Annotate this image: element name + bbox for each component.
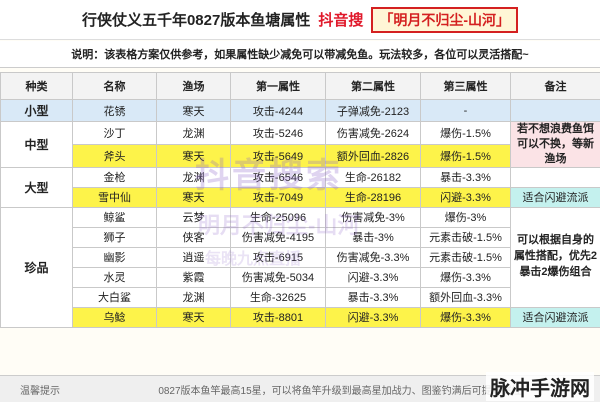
header-attr1: 第一属性: [230, 72, 326, 100]
streamer-tag: 「明月不归尘-山河」: [371, 6, 519, 33]
fish-attr3: 闪避-3.3%: [420, 186, 511, 208]
fish-name: 狮子: [72, 226, 157, 248]
fish-attr2: 额外回血-2826: [325, 143, 421, 168]
header-attr2: 第二属性: [325, 72, 421, 100]
fish-attr3: 额外回血-3.3%: [420, 286, 511, 308]
table-row: 中型 沙丁 龙渊 攻击-5246 伤害减免-2624 爆伤-1.5% 若不想浪费…: [0, 121, 600, 168]
category-big: 大型: [0, 166, 73, 208]
fish-attr1: 攻击-6546: [230, 166, 326, 188]
fish-attr3: 元素击破-1.5%: [420, 226, 511, 248]
table-row: 幽影 逍遥 攻击-6915 伤害减免-3.3% 元素击破-1.5%: [1, 246, 600, 268]
fish-note-rare-dodge: 适合闪避流派: [510, 306, 600, 328]
fish-note: [510, 166, 600, 188]
fish-place: 龙渊: [156, 121, 231, 145]
fish-attr2: 伤害减免-2624: [325, 121, 421, 145]
fish-attr3: 爆伤-3%: [420, 206, 511, 228]
fish-note-mid: 若不想浪费鱼饵可以不换，等新渔场: [510, 121, 600, 168]
table-row: 雪中仙 寒天 攻击-7049 生命-28196 闪避-3.3% 适合闪避流派: [1, 186, 600, 208]
table-row: 大白鲨 龙渊 生命-32625 暴击-3.3% 额外回血-3.3%: [1, 286, 600, 308]
fish-attr1: 生命-25096: [230, 206, 326, 228]
fish-name: 金枪: [72, 166, 157, 188]
category-small: 小型: [0, 99, 73, 122]
fish-place: 逍遥: [156, 246, 231, 268]
fish-attr2: 伤害减免-3%: [325, 206, 421, 228]
fish-attr1: 伤害减免-5034: [230, 266, 326, 288]
fish-attribute-table: 种类 名称 渔场 第一属性 第二属性 第三属性 备注 小型 花锈 寒天 攻击-4…: [0, 72, 600, 328]
footer-text: 0827版本鱼竿最高15星，可以将鱼竿升级到最高星加战力、图鉴钓满后可提升属性: [158, 385, 522, 397]
fish-place: 寒天: [156, 306, 231, 328]
fish-attr2: 闪避-3.3%: [325, 266, 421, 288]
table-row: 珍品 鲸鲨 云梦 生命-25096 伤害减免-3% 爆伤-3% 可以根据自身的属…: [0, 206, 600, 328]
fish-name: 大白鲨: [72, 286, 157, 308]
fish-attr1: 生命-32625: [230, 286, 326, 308]
notice-text: 说明：该表格方案仅供参考，如果属性缺少减免可以带减免鱼。玩法较多，各位可以灵活搭…: [0, 41, 600, 68]
fish-note-big: 适合闪避流派: [510, 186, 600, 208]
fish-attr3: 爆伤-1.5%: [420, 121, 511, 145]
fish-place: 云梦: [156, 206, 231, 228]
fish-attr2: 暴击-3.3%: [325, 286, 421, 308]
table-row: 小型 花锈 寒天 攻击-4244 子弹减免-2123 -: [0, 99, 600, 122]
fish-attr1: 攻击-8801: [230, 306, 326, 328]
fish-name: 花锈: [72, 99, 157, 122]
fish-place: 寒天: [156, 99, 231, 122]
fish-attr3: -: [420, 99, 511, 122]
page-title: 行侠仗义五千年0827版本鱼塘属性: [81, 12, 311, 29]
fish-name: 鲸鲨: [72, 206, 157, 228]
table-row: 乌鲶 寒天 攻击-8801 闪避-3.3% 爆伤-3.3% 适合闪避流派: [1, 306, 600, 328]
fish-place: 寒天: [156, 143, 231, 168]
fish-name: 斧头: [72, 143, 157, 168]
table-row: 斧头 寒天 攻击-5649 额外回血-2826 爆伤-1.5%: [1, 143, 600, 168]
fish-attr2: 生命-28196: [325, 186, 421, 208]
fish-name: 雪中仙: [72, 186, 157, 208]
fish-attr3: 暴击-3.3%: [420, 166, 511, 188]
fish-attr3: 爆伤-3.3%: [420, 266, 511, 288]
header-kind: 种类: [0, 72, 73, 100]
fish-attr2: 闪避-3.3%: [325, 306, 421, 328]
fish-attr2: 子弹减免-2123: [325, 99, 421, 122]
fish-place: 侠客: [156, 226, 231, 248]
fish-attr3: 爆伤-1.5%: [420, 143, 511, 168]
douyin-search-label: 抖音搜: [318, 12, 364, 29]
fish-attr1: 攻击-6915: [230, 246, 326, 268]
header-place: 渔场: [156, 72, 231, 100]
fish-attr3: 元素击破-1.5%: [420, 246, 511, 268]
fish-note-rare: 可以根据自身的属性搭配，优先2暴击2爆伤组合: [510, 206, 600, 308]
header-name: 名称: [72, 72, 157, 100]
site-logo: 脉冲手游网: [486, 372, 594, 401]
fish-attr2: 生命-26182: [325, 166, 421, 188]
fish-name: 幽影: [72, 246, 157, 268]
title-bar: 行侠仗义五千年0827版本鱼塘属性 抖音搜 「明月不归尘-山河」: [0, 0, 600, 40]
header-attr3: 第三属性: [420, 72, 511, 100]
fish-name: 沙丁: [72, 121, 157, 145]
fish-name: 水灵: [72, 266, 157, 288]
fish-place: 龙渊: [156, 286, 231, 308]
fish-name: 乌鲶: [72, 306, 157, 328]
table-row: 水灵 紫霞 伤害减免-5034 闪避-3.3% 爆伤-3.3%: [1, 266, 600, 288]
fish-attr1: 伤害减免-4195: [230, 226, 326, 248]
fish-place: 紫霞: [156, 266, 231, 288]
fish-attr1: 攻击-4244: [230, 99, 326, 122]
fish-attr1: 攻击-5649: [230, 143, 326, 168]
footer-label: 温馨提示: [20, 385, 60, 397]
fish-attr2: 伤害减免-3.3%: [325, 246, 421, 268]
category-mid: 中型: [0, 121, 73, 168]
fish-attr1: 攻击-5246: [230, 121, 326, 145]
table-row: 狮子 侠客 伤害减免-4195 暴击-3% 元素击破-1.5%: [1, 226, 600, 248]
fish-place: 寒天: [156, 186, 231, 208]
fish-attr2: 暴击-3%: [325, 226, 421, 248]
fish-place: 龙渊: [156, 166, 231, 188]
fish-attr1: 攻击-7049: [230, 186, 326, 208]
table-header-row: 种类 名称 渔场 第一属性 第二属性 第三属性 备注: [0, 72, 600, 100]
category-rare: 珍品: [0, 206, 73, 328]
fish-attr3: 爆伤-3.3%: [420, 306, 511, 328]
table-row: 大型 金枪 龙渊 攻击-6546 生命-26182 暴击-3.3%: [0, 166, 600, 208]
header-note: 备注: [510, 72, 600, 100]
fish-note: [510, 99, 600, 122]
